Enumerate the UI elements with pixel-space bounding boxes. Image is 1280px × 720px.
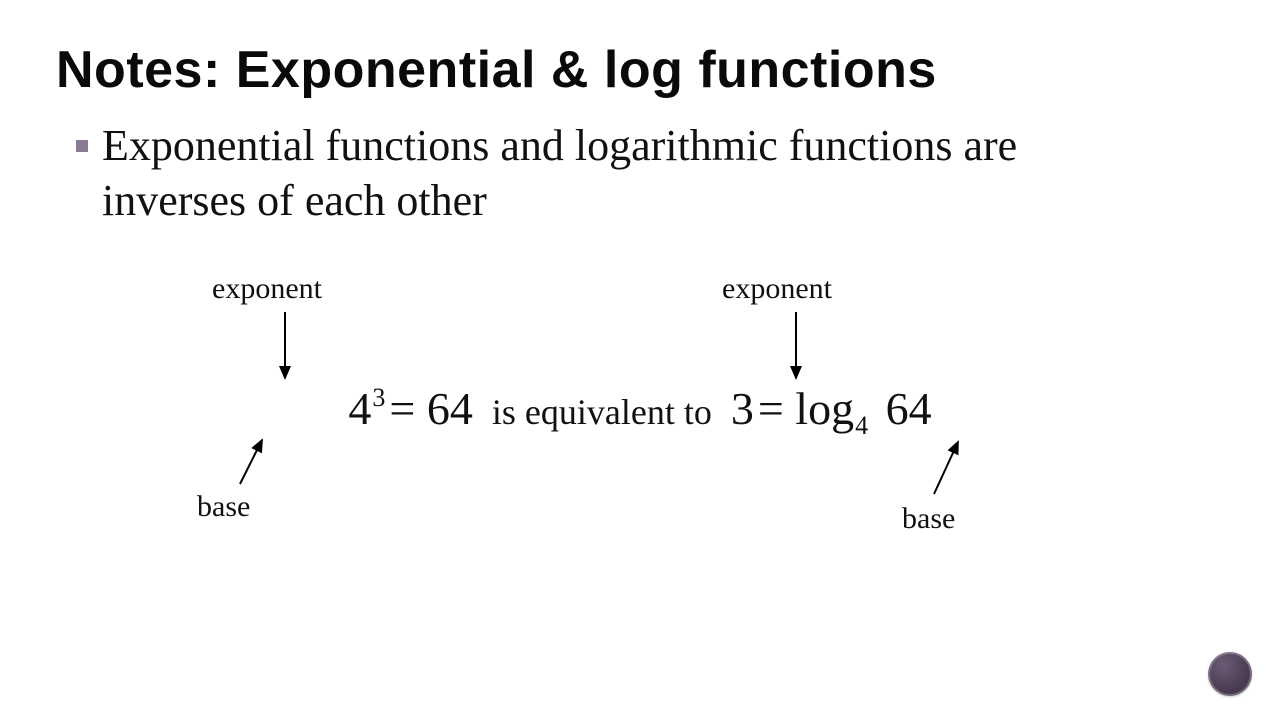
log-argument-value: 64: [886, 383, 932, 434]
bullet-row: Exponential functions and logarithmic fu…: [56, 118, 1224, 228]
arrow-base-right: [934, 442, 958, 494]
log-word: log: [795, 383, 854, 434]
exp-result: 64: [427, 383, 473, 434]
equals-2: =: [758, 383, 795, 434]
slide: Notes: Exponential & log functions Expon…: [0, 0, 1280, 720]
log-argument: 64: [874, 383, 932, 434]
log-base: 4: [854, 411, 870, 440]
bullet-text: Exponential functions and logarithmic fu…: [102, 118, 1152, 228]
log-value: 3: [731, 383, 754, 434]
equals-1: =: [389, 383, 426, 434]
equation-diagram: exponent exponent base base 43 = 64 is e…: [0, 250, 1280, 590]
equation-row: 43 = 64 is equivalent to 3 = log4 64: [0, 382, 1280, 441]
bullet-marker-icon: [76, 140, 88, 152]
exp-base: 4: [348, 383, 371, 434]
connector-inner: is equivalent to: [492, 392, 712, 432]
arrow-base-left: [240, 440, 262, 484]
slide-title: Notes: Exponential & log functions: [56, 40, 1224, 100]
connector-text: is equivalent to: [477, 392, 727, 432]
corner-badge-icon: [1208, 652, 1252, 696]
exp-power: 3: [371, 383, 385, 412]
